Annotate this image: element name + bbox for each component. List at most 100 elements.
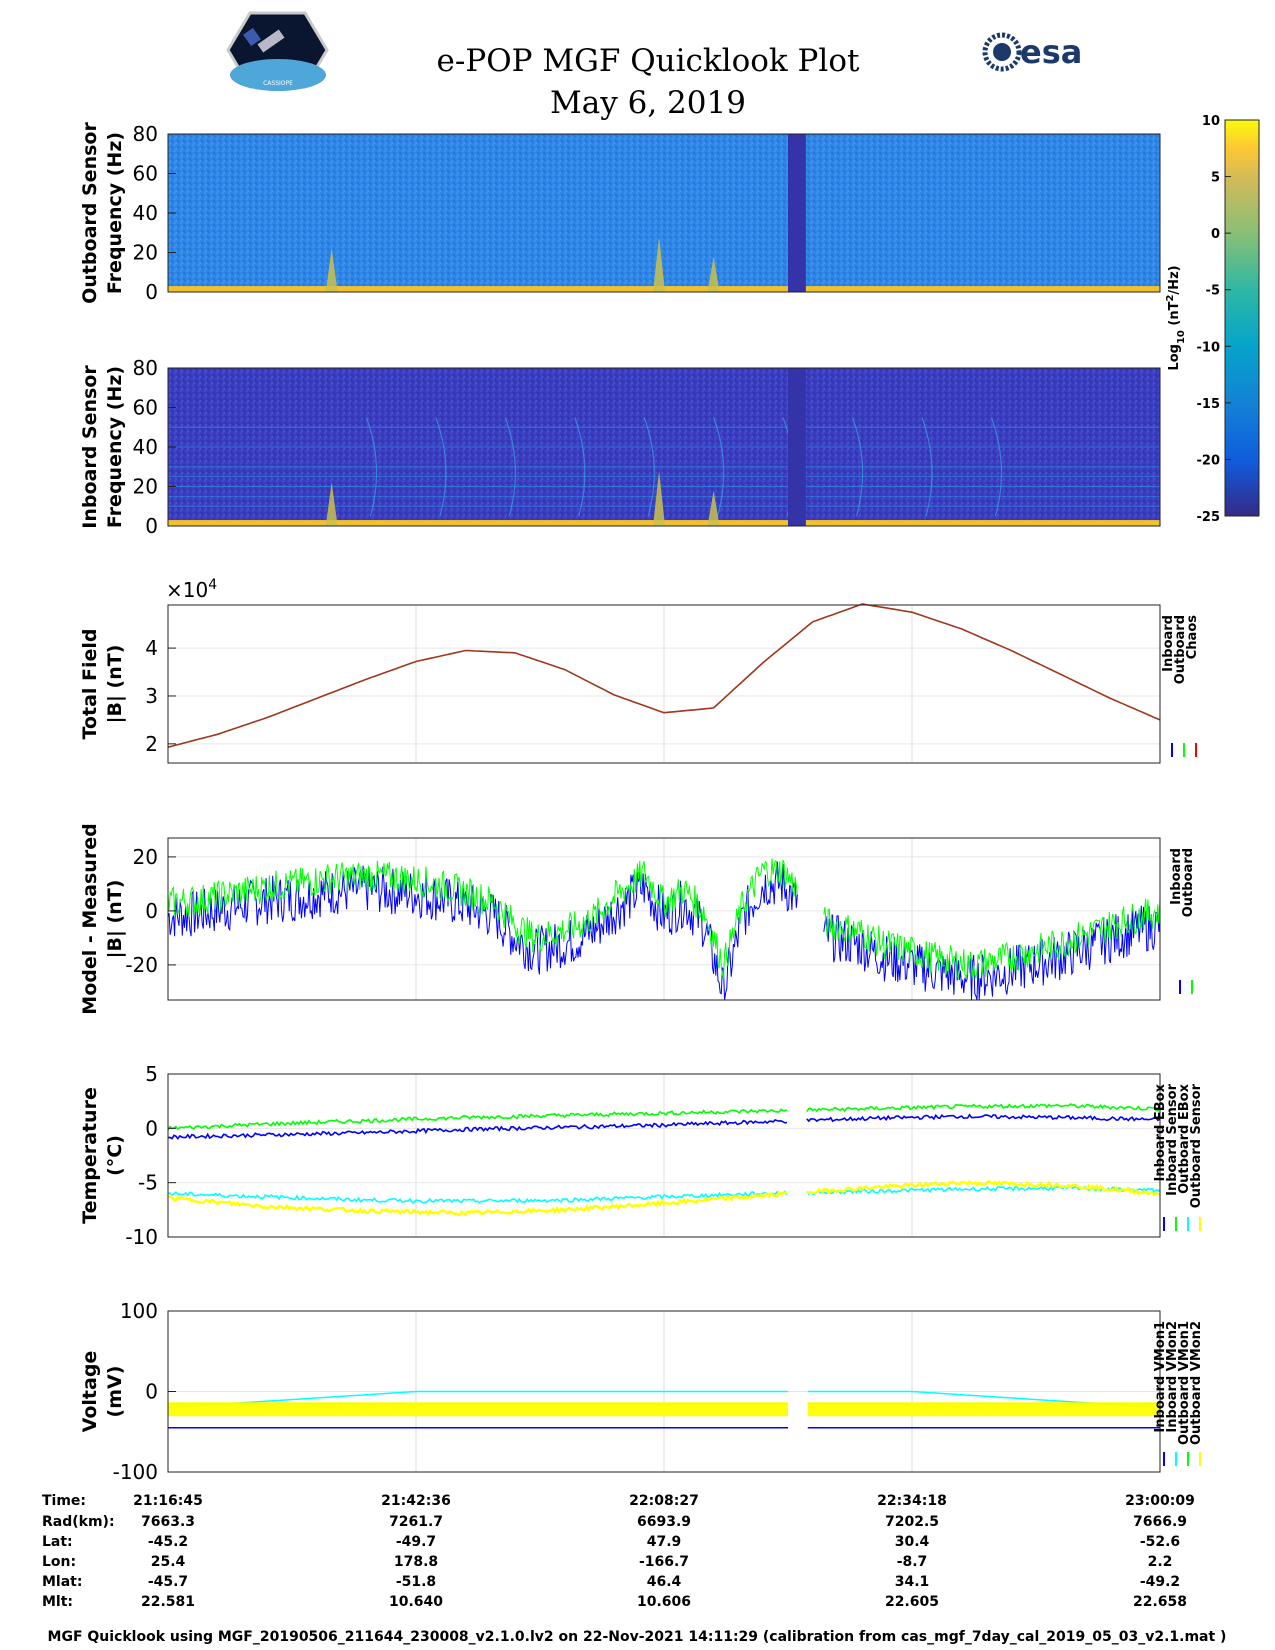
orbit-cell: -49.7 (396, 1534, 436, 1550)
legend-label: Inboard EBox (1153, 1083, 1168, 1181)
spectral-feature (504, 417, 516, 517)
data-gap (788, 134, 806, 292)
y-tick-label: 40 (133, 201, 158, 225)
legend-label: Outboard (1181, 848, 1196, 917)
colorbar-tick-label: -25 (1197, 510, 1221, 525)
y-tick-label: 0 (145, 514, 158, 538)
spectral-burst (325, 248, 338, 292)
y-tick-label: 60 (133, 396, 158, 420)
axis-scale-label: ×104 (166, 577, 217, 602)
model-minus-measured-panel: 20 0 -20 Model - Measured |B| (nT) InboardOut… (79, 823, 1196, 1014)
orbit-cell: 34.1 (895, 1574, 930, 1590)
colorbar-tick-label: -15 (1197, 397, 1221, 412)
model-minus-measured-frame (167, 837, 1161, 1001)
y-tick-label: 0 (145, 280, 158, 304)
colorbar-gradient (1224, 119, 1260, 517)
y-tick-label: -100 (113, 1460, 158, 1484)
esa-logo-text: esa (1020, 33, 1082, 71)
colorbar-tick-label: 10 (1202, 114, 1220, 129)
y-axis-label-2: (mV) (104, 1366, 126, 1418)
chart-date: May 6, 2019 (550, 85, 746, 121)
orbit-cell: -166.7 (639, 1554, 689, 1570)
inboard-spectrogram-panel: 0 20 40 60 80 Inboard Sensor Frequency (Hz) (79, 356, 1161, 538)
legend-label: Inboard Sensor (1165, 1083, 1180, 1195)
y-tick-label: 5 (145, 1062, 158, 1086)
temperature-frame (167, 1073, 1161, 1238)
spectral-burst (653, 236, 666, 292)
y-axis-label-1: Temperature (79, 1087, 101, 1224)
y-axis-label-1: Total Field (79, 628, 101, 739)
y-tick-label: 4 (145, 636, 158, 660)
orbit-cell: 25.4 (151, 1554, 186, 1570)
legend-label: Outboard VMon1 (1177, 1321, 1192, 1445)
legend-label: Inboard (1169, 848, 1184, 905)
y-tick-label: 80 (133, 356, 158, 380)
y-axis-label-2: |B| (nT) (104, 880, 126, 959)
voltage-panel: 100 0 -100 Voltage (mV) Inboard VMon1Inboard … (79, 1299, 1204, 1484)
orbit-cell: 7666.9 (1133, 1514, 1187, 1530)
spectral-feature (365, 417, 378, 517)
orbit-table: Time: 21:16:45 21:42:36 22:08:27 22:34:18 23:… (42, 1493, 1195, 1610)
y-axis-label-2: |B| (nT) (104, 645, 126, 724)
spectral-feature (713, 417, 725, 517)
orbit-cell: 7202.5 (885, 1514, 939, 1530)
legend-label: Outboard EBox (1177, 1083, 1192, 1193)
left-logo-text: CASSIOPE (263, 80, 293, 87)
orbit-row-label: Time: (42, 1493, 86, 1509)
colorbar-tick-label: 5 (1211, 171, 1220, 186)
y-axis-label-1: Outboard Sensor (79, 122, 101, 304)
spectral-burst (707, 256, 720, 292)
orbit-cell: 6693.9 (637, 1514, 691, 1530)
orbit-cell: 2.2 (1148, 1554, 1173, 1570)
colorbar-tick-label: -10 (1197, 340, 1221, 355)
y-tick-label: 40 (133, 435, 158, 459)
y-tick-label: 3 (145, 684, 158, 708)
temperature-panel: 5 0 -5 -10 Temperature (°C) Inboard EBoxInboar… (79, 1062, 1204, 1249)
orbit-cell: 23:00:09 (1125, 1493, 1195, 1509)
orbit-cell: 22.658 (1133, 1594, 1187, 1610)
colorbar-tick-label: -5 (1206, 284, 1220, 299)
y-axis-label-1: Inboard Sensor (79, 365, 101, 529)
orbit-cell: 46.4 (647, 1574, 682, 1590)
legend-label: Inboard VMon2 (1165, 1321, 1180, 1433)
legend-label: Inboard (1161, 615, 1176, 672)
orbit-cell: 22.581 (141, 1594, 195, 1610)
legend-label: Outboard VMon2 (1189, 1321, 1204, 1445)
spectral-burst (707, 490, 720, 526)
orbit-cell: 10.640 (389, 1594, 443, 1610)
y-axis-label-2: Frequency (Hz) (104, 366, 126, 528)
spectral-feature (435, 417, 447, 517)
orbit-cell: -52.6 (1140, 1534, 1180, 1550)
y-axis-label-2: (°C) (104, 1135, 126, 1176)
orbit-cell: -45.2 (148, 1534, 188, 1550)
spectral-feature (643, 417, 655, 517)
orbit-row-label: Rad(km): (42, 1514, 115, 1530)
orbit-cell: 22:34:18 (877, 1493, 947, 1509)
orbit-row-label: Mlat: (42, 1574, 82, 1590)
y-tick-label: 20 (133, 845, 158, 869)
y-tick-label: -20 (125, 953, 158, 977)
y-axis-label-1: Model - Measured (79, 823, 101, 1014)
spectral-feature (574, 417, 586, 517)
y-tick-label: 20 (133, 241, 158, 265)
orbit-cell: 21:16:45 (133, 1493, 203, 1509)
colorbar: 10 5 0 -5 -10 -15 -20 -25 Log10 (nT2/Hz) (1165, 114, 1260, 525)
temperature-series-line (167, 1113, 1161, 1140)
temperature-series-line (167, 1103, 1161, 1131)
temperature-series-line (167, 1185, 1161, 1204)
orbit-cell: 22.605 (885, 1594, 939, 1610)
footer-text: MGF Quicklook using MGF_20190506_211644_… (48, 1629, 1227, 1645)
orbit-cell: 178.8 (394, 1554, 438, 1570)
spectrogram-background (168, 134, 1160, 292)
y-tick-label: 0 (145, 1116, 158, 1140)
y-tick-label: 20 (133, 475, 158, 499)
temperature-series-line (167, 1179, 1161, 1217)
spectral-feature (921, 417, 933, 517)
left-logo: CASSIOPE (226, 11, 329, 91)
total-field-line (167, 603, 1161, 748)
y-tick-label: -5 (138, 1171, 158, 1195)
spectral-feature (851, 417, 864, 517)
orbit-cell: 22:08:27 (629, 1493, 699, 1509)
spectral-feature (990, 417, 1003, 517)
total-field-panel: 2 3 4 Total Field |B| (nT) ×104 InboardOutboar… (79, 577, 1200, 764)
